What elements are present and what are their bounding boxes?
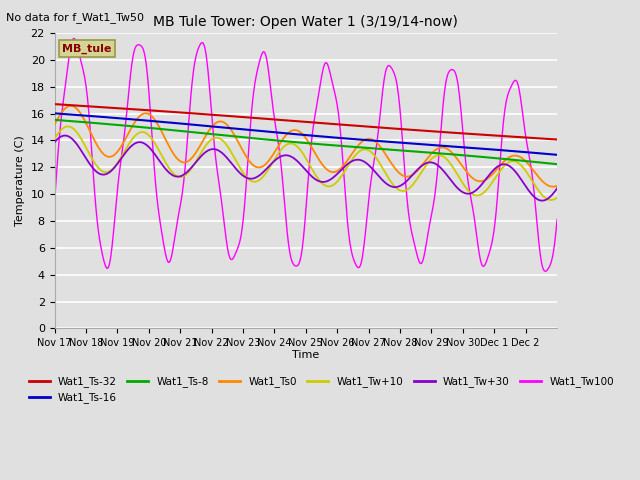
Y-axis label: Temperature (C): Temperature (C) — [15, 135, 25, 226]
Title: MB Tule Tower: Open Water 1 (3/19/14-now): MB Tule Tower: Open Water 1 (3/19/14-now… — [154, 15, 458, 29]
Text: No data for f_Wat1_Tw50: No data for f_Wat1_Tw50 — [6, 12, 145, 23]
Text: MB_tule: MB_tule — [62, 43, 111, 54]
X-axis label: Time: Time — [292, 349, 319, 360]
Legend: Wat1_Ts-32, Wat1_Ts-16, Wat1_Ts-8, Wat1_Ts0, Wat1_Tw+10, Wat1_Tw+30, Wat1_Tw100: Wat1_Ts-32, Wat1_Ts-16, Wat1_Ts-8, Wat1_… — [24, 372, 618, 408]
